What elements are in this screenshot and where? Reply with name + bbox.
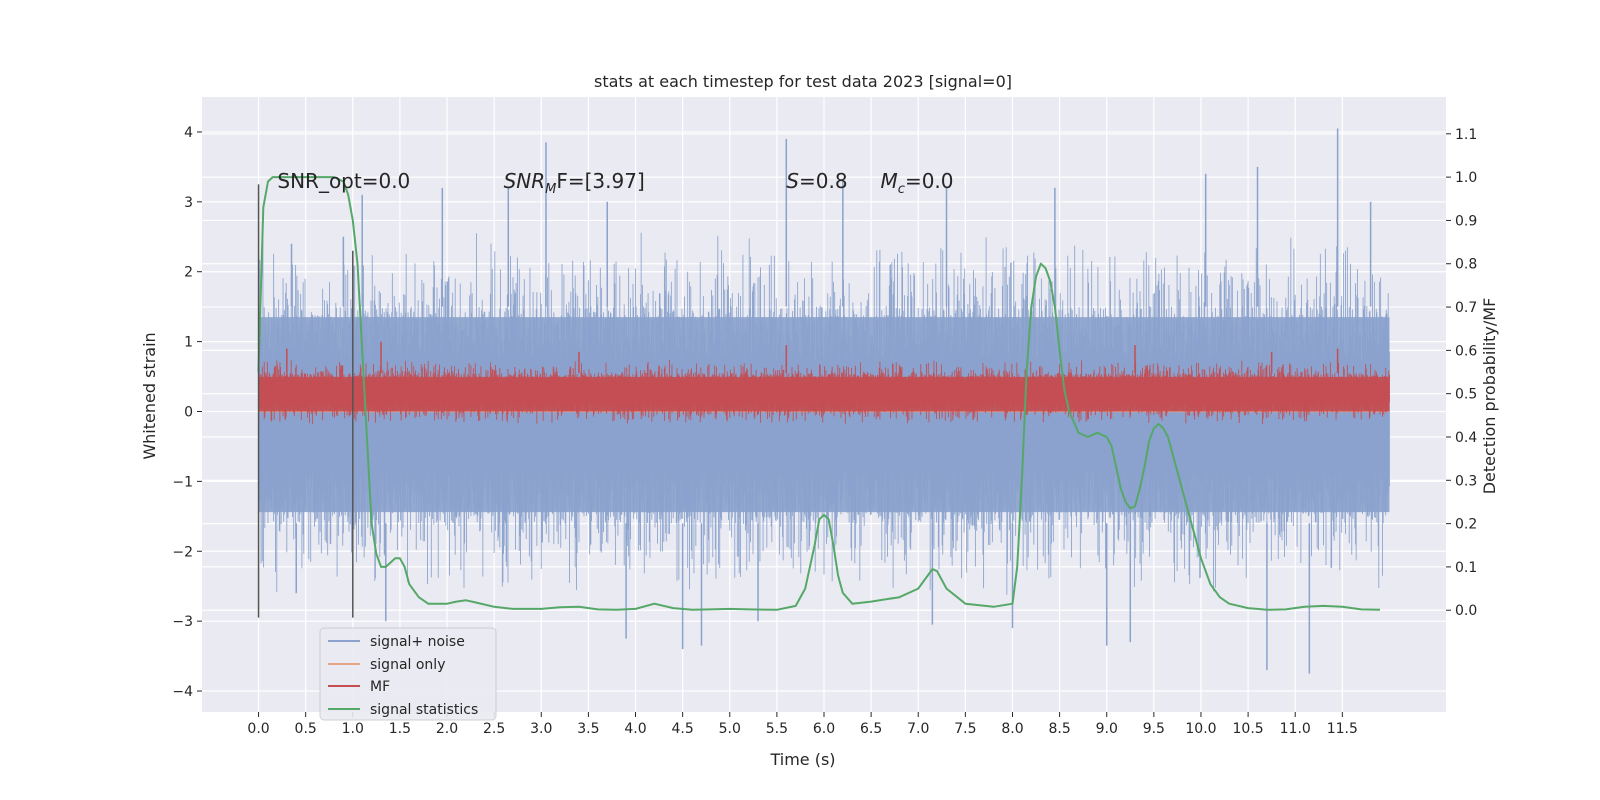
annotations: SNR_opt=0.0 SNRMF=[3.97] S=0.8 Mc=0.0: [277, 169, 953, 197]
x-axis-label: Time (s): [769, 750, 835, 769]
x-tick-label: 6.0: [813, 721, 835, 737]
y-tick-right-label: 0.5: [1455, 387, 1477, 403]
series-mf: [258, 341, 1390, 425]
y-tick-left-label: −1: [172, 474, 193, 490]
y-tick-right-label: 0.1: [1455, 560, 1477, 576]
x-tick-label: 7.0: [907, 721, 929, 737]
y-tick-left-label: 0: [184, 404, 193, 420]
legend: signal+ noise signal only MF signal stat…: [319, 627, 497, 721]
legend-label-mf: MF: [370, 679, 390, 695]
x-tick-label: 6.5: [860, 721, 882, 737]
x-tick-label: 3.0: [530, 721, 552, 737]
x-tick-label: 11.5: [1327, 721, 1358, 737]
x-tick-label: 4.5: [672, 721, 694, 737]
x-tick-label: 9.5: [1143, 721, 1165, 737]
y-tick-right-label: 0.2: [1455, 517, 1477, 533]
series-signal-noise-core: [258, 317, 1390, 513]
legend-label-signal-only: signal only: [370, 657, 445, 673]
x-tick-label: 1.5: [389, 721, 411, 737]
y-tick-right-label: 0.9: [1455, 213, 1477, 229]
annotation: S=0.8: [786, 169, 847, 193]
x-tick-label: 3.5: [577, 721, 599, 737]
x-tick-label: 1.0: [342, 721, 364, 737]
y-tick-right-label: 1.1: [1455, 127, 1477, 143]
legend-label-signal-statistics: signal statistics: [370, 702, 478, 718]
x-tick-label: 5.0: [719, 721, 741, 737]
x-tick-label: 10.5: [1233, 721, 1264, 737]
legend-label-signal-noise: signal+ noise: [370, 634, 465, 650]
series-layer: [257, 128, 1390, 674]
chart-title: stats at each timestep for test data 202…: [594, 72, 1012, 91]
annotation: SNRMF=[3.97]: [504, 169, 645, 197]
x-tick-label: 2.0: [436, 721, 458, 737]
x-tick-label: 8.5: [1048, 721, 1070, 737]
y-tick-right-label: 1.0: [1455, 170, 1477, 186]
y-axis-left-ticks: 4 3 2 1 0 −1 −2 −3 −4: [172, 125, 202, 700]
annotation: SNR_opt=0.0: [277, 169, 410, 193]
x-tick-label: 0.5: [295, 721, 317, 737]
y-axis-left-label: Whitened strain: [140, 332, 159, 459]
x-tick-label: 10.0: [1185, 721, 1216, 737]
y-tick-left-label: 4: [184, 125, 193, 141]
y-tick-left-label: −3: [172, 614, 193, 630]
series-mf-core: [258, 376, 1390, 412]
y-tick-right-label: 0.0: [1455, 603, 1477, 619]
x-tick-label: 0.0: [247, 721, 269, 737]
series-signal-statistics: [257, 176, 1381, 611]
y-tick-right-label: 0.3: [1455, 473, 1477, 489]
x-tick-label: 9.0: [1096, 721, 1118, 737]
y-tick-left-label: 2: [184, 265, 193, 281]
y-tick-right-label: 0.7: [1455, 300, 1477, 316]
vertical-markers: [257, 184, 354, 618]
y-tick-left-label: 1: [184, 335, 193, 351]
x-tick-label: 8.0: [1001, 721, 1023, 737]
y-axis-right-label: Detection probability/MF: [1480, 298, 1499, 495]
x-tick-label: 11.0: [1280, 721, 1311, 737]
x-tick-label: 7.5: [954, 721, 976, 737]
x-axis-ticks: 0.0 0.5 1.0 1.5 2.0 2.5 3.0 3.5 4.0 4.5 5.0 5.5 6.0 6…: [247, 712, 1358, 737]
y-tick-left-label: −2: [172, 544, 193, 560]
y-tick-left-label: 3: [184, 195, 193, 211]
y-tick-left-label: −4: [172, 684, 193, 700]
y-axis-right-ticks: 1.1 1.0 0.9 0.8 0.7 0.6 0.5 0.4 0.3 0.2 0.1 0.0: [1446, 127, 1477, 619]
legend-box: [319, 627, 497, 721]
y-tick-right-label: 0.4: [1455, 430, 1477, 446]
y-tick-right-label: 0.8: [1455, 257, 1477, 273]
annotation: Mc=0.0: [881, 169, 954, 197]
x-tick-label: 2.5: [483, 721, 505, 737]
y-tick-right-label: 0.6: [1455, 343, 1477, 359]
x-tick-label: 5.5: [766, 721, 788, 737]
x-tick-label: 4.0: [624, 721, 646, 737]
